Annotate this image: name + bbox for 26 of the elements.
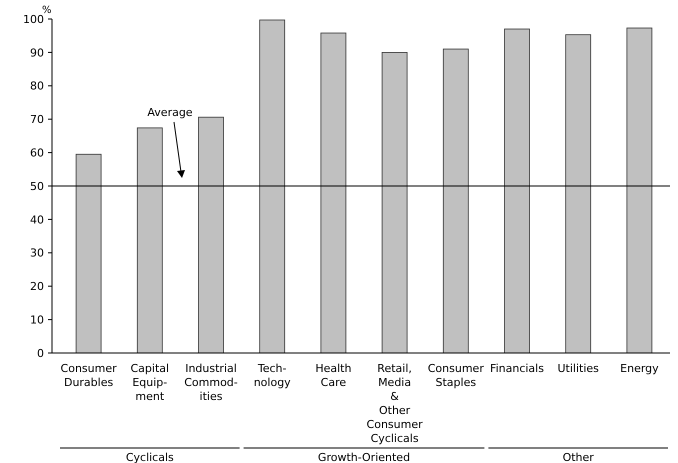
- ref-line-label: Average: [147, 106, 193, 119]
- y-tick-label: 40: [30, 213, 44, 226]
- y-tick-label: 50: [30, 180, 44, 193]
- x-tick-label: Utilities: [557, 362, 600, 375]
- y-tick-label: 90: [30, 46, 44, 60]
- text: Other: [562, 451, 594, 463]
- x-tick-label: Consumer Staples: [428, 362, 484, 389]
- x-tick-label: Financials: [490, 362, 544, 375]
- y-tick-label: 10: [30, 313, 44, 326]
- x-tick-label: Health Care: [315, 362, 352, 389]
- x-tick-label: Energy: [620, 362, 660, 375]
- y-tick-label: 70: [30, 113, 44, 126]
- text: Cyclicals: [126, 451, 174, 463]
- y-tick-label: 60: [30, 146, 44, 160]
- text: Growth-Oriented: [318, 451, 410, 463]
- x-tick-label: Industrial Commod- ities: [184, 362, 238, 403]
- x-tick-label: Retail, Media & Other Consumer Cyclicals: [366, 362, 424, 445]
- y-tick-label: 80: [30, 80, 44, 93]
- x-tick-label: Consumer Durables: [60, 362, 118, 389]
- x-tick-label: Tech- nology: [254, 362, 292, 389]
- y-tick-label: 20: [30, 280, 44, 294]
- x-tick-label: Capital Equip- ment: [130, 362, 170, 403]
- y-tick-label: 30: [30, 246, 44, 260]
- y-axis-title: %: [42, 5, 52, 16]
- y-tick-label: 0: [37, 346, 44, 360]
- y-tick-label: 100: [23, 12, 44, 26]
